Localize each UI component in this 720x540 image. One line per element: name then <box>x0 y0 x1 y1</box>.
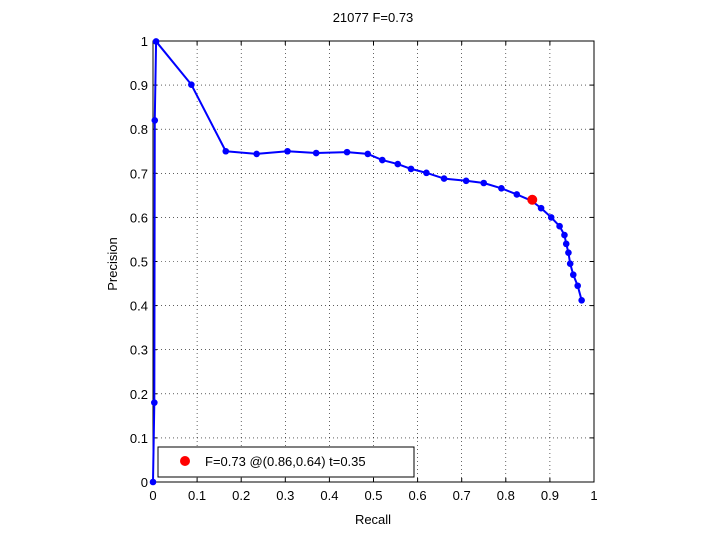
x-tick-label: 0.9 <box>541 488 559 503</box>
data-point <box>565 249 572 256</box>
y-tick-label: 0.3 <box>130 343 148 358</box>
data-point <box>547 214 555 221</box>
x-tick-label: 0.7 <box>453 488 471 503</box>
x-tick-label: 0.6 <box>409 488 427 503</box>
data-point <box>513 191 521 198</box>
data-point <box>498 184 505 192</box>
data-point <box>440 175 448 182</box>
data-point <box>537 204 545 212</box>
y-tick-label: 0.2 <box>130 387 148 402</box>
x-tick-label: 1 <box>590 488 597 503</box>
data-point <box>394 160 402 168</box>
data-point <box>253 150 260 158</box>
y-axis-label: Precision <box>105 237 120 290</box>
y-tick-label: 0.1 <box>130 431 148 446</box>
data-point <box>556 222 563 230</box>
y-tick-label: 0.9 <box>130 78 148 93</box>
legend-box <box>157 446 415 478</box>
best-point-layer <box>527 194 538 205</box>
x-tick-label: 0.2 <box>232 488 250 503</box>
x-tick-label: 0.3 <box>276 488 294 503</box>
y-tick-label: 0.8 <box>130 122 148 137</box>
best-f-point <box>527 194 538 205</box>
y-tick-label: 0.5 <box>130 255 148 270</box>
data-point <box>364 150 372 158</box>
data-point <box>222 147 230 155</box>
data-point <box>462 177 470 185</box>
legend-marker <box>180 456 190 466</box>
data-point <box>152 38 160 45</box>
chart-title: 21077 F=0.73 <box>333 10 414 25</box>
data-point <box>566 260 574 268</box>
x-tick-label: 0.5 <box>364 488 382 503</box>
data-point <box>343 148 351 156</box>
y-tick-label: 0.7 <box>130 166 148 181</box>
y-tick-label: 0 <box>141 475 148 490</box>
data-point <box>379 156 386 164</box>
data-point <box>312 149 320 157</box>
data-point <box>188 81 195 88</box>
y-tick-label: 0.6 <box>130 210 148 225</box>
x-tick-label: 0.8 <box>497 488 515 503</box>
y-tick-label: 0.4 <box>130 299 148 314</box>
data-point <box>574 282 581 290</box>
x-tick-label: 0.4 <box>320 488 338 503</box>
y-tick-label: 1 <box>141 34 148 49</box>
data-point <box>284 147 291 155</box>
data-point <box>407 165 415 173</box>
grid <box>153 41 594 482</box>
data-point <box>569 271 577 279</box>
data-point <box>151 399 158 406</box>
axis-ticks: 0 0.1 0.2 0.3 0.4 0.5 0.6 0.7 0.8 0.9 1 0 0.1 0.2 0.3 0… <box>130 34 598 503</box>
data-point <box>151 117 159 124</box>
x-tick-label: 0.1 <box>188 488 206 503</box>
data-point <box>480 179 488 187</box>
x-tick-label: 0 <box>149 488 156 503</box>
data-point <box>562 240 570 248</box>
x-axis-label: Recall <box>355 512 391 527</box>
data-point <box>561 231 568 239</box>
data-point <box>578 297 585 304</box>
legend-text: F=0.73 @(0.86,0.64) t=0.35 <box>205 454 366 469</box>
legend: F=0.73 @(0.86,0.64) t=0.35 <box>157 446 415 478</box>
data-point <box>149 478 157 486</box>
plot-frame <box>152 40 595 483</box>
data-point <box>423 169 430 177</box>
